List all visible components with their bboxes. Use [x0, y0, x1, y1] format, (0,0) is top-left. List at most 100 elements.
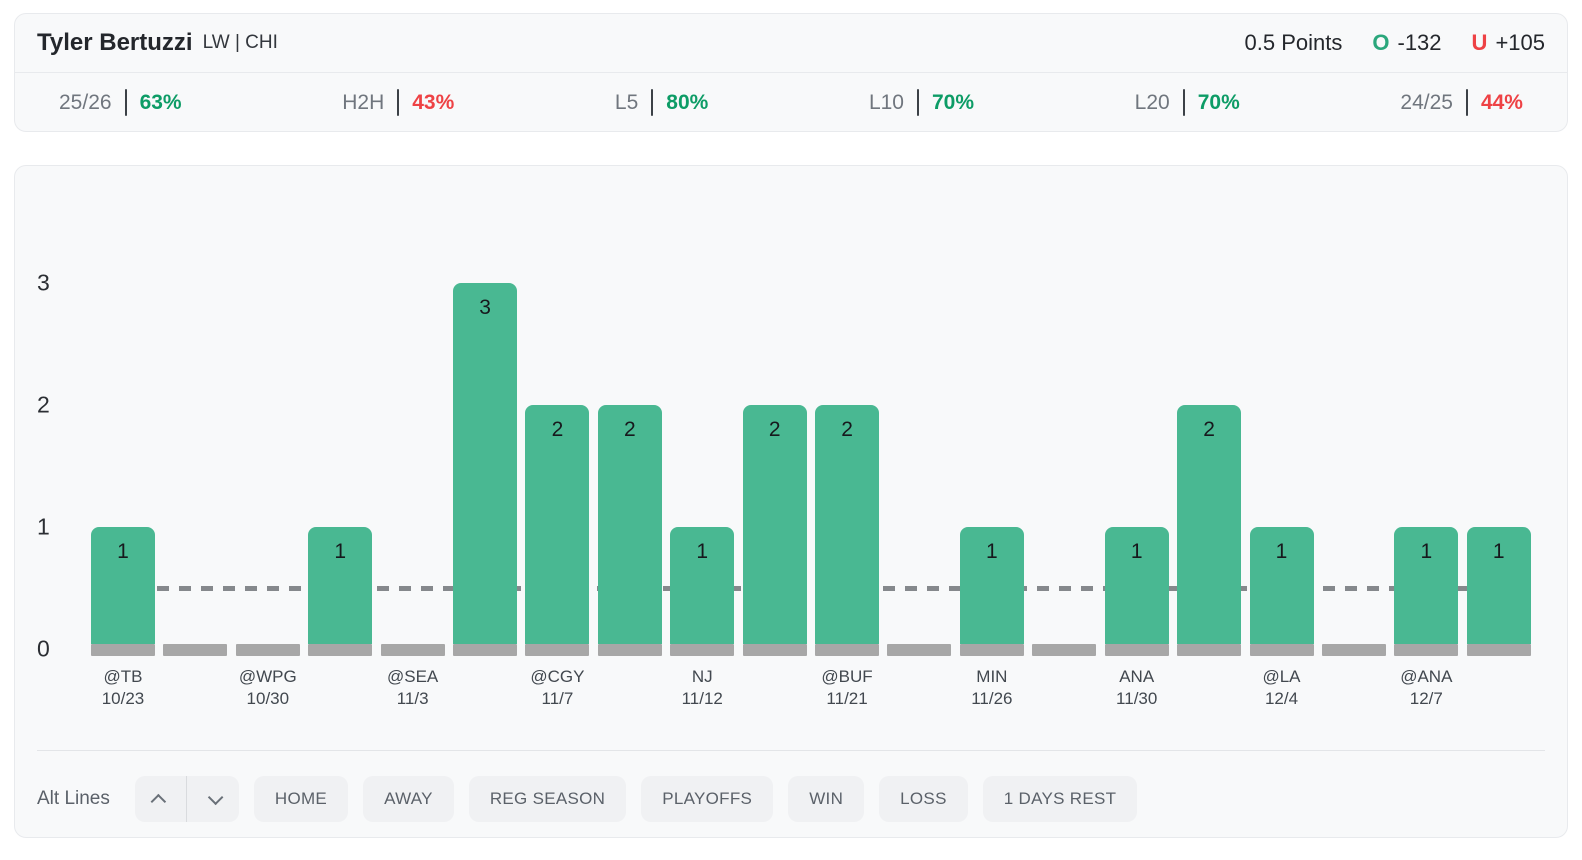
- bar[interactable]: 1: [670, 527, 735, 656]
- bar[interactable]: 1: [1249, 527, 1314, 656]
- filter-button-1-days-rest[interactable]: 1 DAYS REST: [982, 776, 1138, 822]
- stat-label: L5: [614, 90, 639, 114]
- x-axis-opponent: @ANA: [1400, 667, 1453, 686]
- bar[interactable]: 1: [1466, 527, 1531, 656]
- x-axis-date: 11/12: [681, 689, 723, 708]
- filter-button-win[interactable]: WIN: [788, 776, 865, 822]
- stat-divider: [397, 89, 400, 116]
- under-odds-value: +105: [1495, 30, 1545, 55]
- over-odds-button[interactable]: O -132: [1372, 30, 1441, 56]
- x-axis-label-empty: [1322, 666, 1386, 710]
- bar-value-label: 1: [1420, 540, 1433, 563]
- x-axis-label: @CGY 11/7: [525, 666, 589, 710]
- x-axis-date: 11/3: [396, 689, 429, 708]
- bar-segment: 2: [1177, 405, 1242, 644]
- bar-value-label: 1: [1130, 540, 1143, 563]
- x-axis-date: 10/23: [101, 689, 145, 708]
- x-axis-label: @LA 12/4: [1250, 666, 1314, 710]
- filter-button-reg-season[interactable]: REG SEASON: [468, 776, 627, 822]
- x-axis-label-empty: [453, 666, 517, 710]
- player-header-card: Tyler Bertuzzi LW | CHI 0.5 Points O -13…: [14, 13, 1568, 132]
- bar-value-label: 2: [768, 418, 781, 441]
- bar[interactable]: 2: [815, 405, 880, 656]
- bar-base-segment: [815, 644, 880, 656]
- stat-label: L20: [1134, 90, 1170, 114]
- filter-button-loss[interactable]: LOSS: [879, 776, 968, 822]
- bar-segment: 1: [1104, 527, 1169, 644]
- bar-value-label: 1: [117, 540, 129, 563]
- stat-item-l20[interactable]: L20 70%: [1135, 89, 1240, 116]
- bar-base-segment: [742, 644, 807, 656]
- x-axis-date: 10/30: [246, 689, 290, 708]
- bar-segment: 1: [91, 527, 155, 644]
- bar-value-label: 1: [1275, 540, 1288, 563]
- x-axis-label-empty: [1467, 666, 1531, 710]
- bar-base-segment: [91, 644, 155, 656]
- stepper-divider: [186, 776, 188, 822]
- x-axis-labels-row: @TB 10/23 @WPG 10/30 @SEA 11/3 @CGY 11/7 NJ 11/12…: [91, 666, 1531, 710]
- filter-button-playoffs[interactable]: PLAYOFFS: [641, 776, 774, 822]
- prop-line-threshold: [91, 586, 1531, 591]
- x-axis-label-empty: [743, 666, 807, 710]
- bar[interactable]: 1: [1104, 527, 1169, 656]
- y-axis-tick: 2: [37, 391, 50, 418]
- x-axis-opponent: MIN: [976, 667, 1008, 686]
- stats-row: 25/26 63% H2H 43% L5 80% L10 70% L20 70% 24/25 44%: [15, 73, 1567, 132]
- chevron-down-icon: [207, 789, 224, 805]
- stat-value: 43%: [412, 90, 455, 114]
- filter-button-away[interactable]: AWAY: [363, 776, 454, 822]
- bar[interactable]: 2: [742, 405, 807, 656]
- under-icon: U: [1471, 30, 1488, 55]
- bar[interactable]: 2: [1177, 405, 1242, 656]
- bar[interactable]: 1: [959, 527, 1024, 656]
- bar[interactable]: 1: [91, 527, 155, 656]
- chart-card: 1 1 3 2 2 1 2 2 1 1 2 1 1 1 0 1 2 3 @TB 10/23 @WPG 10/30 @SE…: [14, 165, 1568, 838]
- stat-item-l5[interactable]: L5 80%: [615, 89, 708, 116]
- header-divider: [15, 72, 1567, 73]
- bar[interactable]: 2: [525, 405, 590, 656]
- stat-label: 25/26: [59, 90, 112, 114]
- stat-value: 70%: [932, 90, 975, 114]
- stat-item-l10[interactable]: L10 70%: [869, 89, 974, 116]
- controls-divider: [37, 750, 1545, 751]
- bar[interactable]: [887, 644, 952, 656]
- x-axis-label: MIN 11/26: [960, 666, 1024, 710]
- bar-segment: 1: [1394, 527, 1459, 644]
- alt-line-up-button[interactable]: [135, 776, 187, 822]
- stat-item-24-25[interactable]: 24/25 44%: [1400, 89, 1523, 116]
- bar[interactable]: [1032, 644, 1097, 656]
- x-axis-opponent: @WPG: [238, 667, 297, 686]
- x-axis-label-empty: [1177, 666, 1241, 710]
- bar[interactable]: 2: [597, 405, 662, 656]
- stat-label: H2H: [342, 90, 385, 114]
- bar-value-label: 1: [334, 540, 347, 563]
- stat-value: 70%: [1197, 90, 1240, 114]
- alt-line-down-button[interactable]: [187, 776, 239, 822]
- stat-item-h2h[interactable]: H2H 43%: [342, 89, 454, 116]
- under-odds-button[interactable]: U +105: [1472, 30, 1545, 56]
- bar[interactable]: 3: [453, 283, 518, 656]
- x-axis-opponent: @CGY: [530, 667, 585, 686]
- bar-value-label: 1: [696, 540, 709, 563]
- bar[interactable]: [380, 644, 445, 656]
- bar[interactable]: [163, 644, 228, 656]
- x-axis-label: NJ 11/12: [670, 666, 734, 710]
- alt-lines-label: Alt Lines: [37, 788, 110, 809]
- stat-item-25-26[interactable]: 25/26 63%: [59, 89, 182, 116]
- x-axis-opponent: @TB: [103, 667, 143, 686]
- bar[interactable]: 1: [308, 527, 373, 656]
- bar-value-label: 2: [1203, 418, 1215, 441]
- bar-segment: 1: [1466, 527, 1531, 644]
- y-axis-tick: 1: [37, 513, 50, 540]
- bar[interactable]: 1: [1394, 527, 1459, 656]
- x-axis-date: 11/21: [826, 689, 868, 708]
- x-axis-date: 11/7: [541, 689, 574, 708]
- x-axis-label-empty: [163, 666, 227, 710]
- bar-value-label: 3: [479, 296, 491, 319]
- bar-segment: 2: [742, 405, 807, 644]
- bar[interactable]: [235, 644, 300, 656]
- alt-lines-stepper: [134, 776, 239, 822]
- filter-button-home[interactable]: HOME: [253, 776, 349, 822]
- bar[interactable]: [1321, 644, 1386, 656]
- x-axis-label: @ANA 12/7: [1394, 666, 1458, 710]
